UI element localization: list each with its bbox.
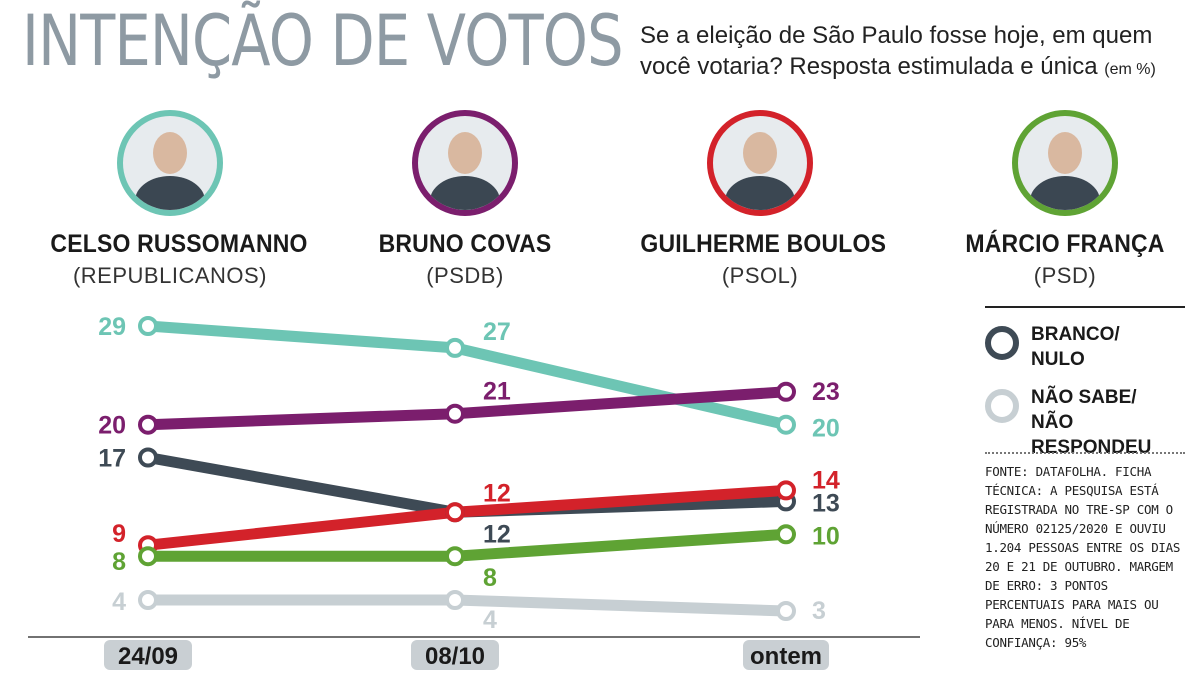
candidate-name: CELSO RUSSOMANNO	[50, 230, 308, 258]
legend-label-line1: NÃO SABE/	[1031, 387, 1137, 408]
series-line	[142, 452, 792, 518]
candidate-party: (PSD)	[1033, 263, 1097, 288]
data-label: 9	[112, 520, 126, 548]
data-label: 23	[812, 378, 840, 406]
candidate-name: GUILHERME BOULOS	[640, 230, 887, 258]
legend-divider	[985, 306, 1185, 308]
question-text: Se a eleição de São Paulo fosse hoje, em…	[640, 20, 1180, 85]
candidate-party: (PSDB)	[426, 263, 504, 288]
page-title: INTENÇÃO DE VOTOS	[22, 0, 624, 82]
data-point	[445, 546, 465, 567]
x-axis-labels: 24/09 08/10 ontem	[104, 640, 829, 670]
data-point	[776, 480, 796, 501]
data-label: 17	[98, 445, 126, 473]
avatar-boulos	[707, 110, 813, 216]
chart-labels: 4 4 3 17 12 13 29 27 20 20 21 23 9 12 14 8 8 10	[98, 313, 840, 634]
data-label: 27	[483, 318, 511, 346]
data-label: 8	[483, 564, 497, 592]
candidate-party: (REPUBLICANOS)	[72, 263, 268, 288]
series-line	[142, 386, 792, 431]
data-label: 13	[812, 489, 840, 517]
source-note: FONTE: DATAFOLHA. FICHA TÉCNICA: A PESQU…	[985, 464, 1181, 650]
candidate-boulos: GUILHERME BOULOS (PSOL)	[630, 110, 890, 289]
data-label: 4	[483, 606, 497, 634]
source-divider	[985, 452, 1185, 454]
question-main: Se a eleição de São Paulo fosse hoje, em…	[640, 22, 1153, 80]
data-point	[445, 502, 465, 523]
data-point	[776, 524, 796, 545]
legend-ring-icon	[985, 389, 1019, 423]
avatar-russomanno	[117, 110, 223, 216]
data-label: 12	[483, 520, 511, 548]
x-tick-label: 08/10	[425, 643, 485, 670]
chart-points	[138, 316, 796, 621]
data-point	[776, 381, 796, 402]
data-point	[445, 403, 465, 424]
question-unit: (em %)	[1104, 61, 1156, 78]
x-tick-label: ontem	[750, 643, 822, 670]
avatar-franca	[1012, 110, 1118, 216]
data-label: 20	[812, 415, 840, 443]
data-point	[138, 546, 158, 567]
candidate-name: BRUNO COVAS	[378, 230, 552, 258]
data-point	[776, 414, 796, 435]
x-tick-label-bg	[411, 640, 499, 670]
data-label: 21	[483, 378, 511, 406]
candidate-name: MÁRCIO FRANÇA	[965, 230, 1165, 258]
data-label: 8	[112, 548, 126, 576]
x-tick-label: 24/09	[118, 643, 178, 670]
legend-label-line2: NULO	[1031, 349, 1085, 370]
data-point	[138, 447, 158, 468]
data-point	[138, 414, 158, 435]
data-point	[138, 590, 158, 610]
data-label: 20	[98, 412, 126, 440]
data-label: 29	[98, 313, 126, 341]
data-point	[445, 590, 465, 610]
data-label: 10	[812, 522, 840, 550]
candidate-franca: MÁRCIO FRANÇA (PSD)	[935, 110, 1195, 289]
candidate-party: (PSOL)	[721, 263, 799, 288]
candidate-covas: BRUNO COVAS (PSDB)	[335, 110, 595, 289]
candidate-russomanno: CELSO RUSSOMANNO (REPUBLICANOS)	[40, 110, 308, 289]
data-point	[445, 337, 465, 358]
x-tick-label-bg	[104, 640, 192, 670]
legend-label-line1: BRANCO/	[1031, 324, 1120, 345]
data-label: 12	[483, 479, 511, 507]
data-label: 14	[812, 466, 840, 494]
chart-lines	[142, 320, 792, 617]
x-tick-label-bg	[743, 640, 829, 670]
avatar-covas	[412, 110, 518, 216]
data-point	[776, 601, 796, 621]
data-label: 4	[112, 588, 126, 616]
data-label: 3	[812, 597, 826, 625]
series-line	[142, 594, 792, 617]
legend-ring-icon	[985, 326, 1019, 360]
legend-label: BRANCO/NULO	[1031, 322, 1120, 372]
data-point	[138, 316, 158, 336]
